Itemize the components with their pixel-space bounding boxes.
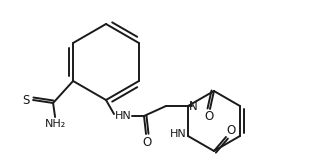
- Text: O: O: [204, 110, 214, 124]
- Text: O: O: [143, 136, 152, 149]
- Text: S: S: [22, 94, 30, 106]
- Text: NH₂: NH₂: [45, 119, 66, 129]
- Text: HN: HN: [115, 111, 131, 121]
- Text: N: N: [189, 100, 198, 113]
- Text: O: O: [226, 125, 236, 137]
- Text: HN: HN: [170, 129, 186, 139]
